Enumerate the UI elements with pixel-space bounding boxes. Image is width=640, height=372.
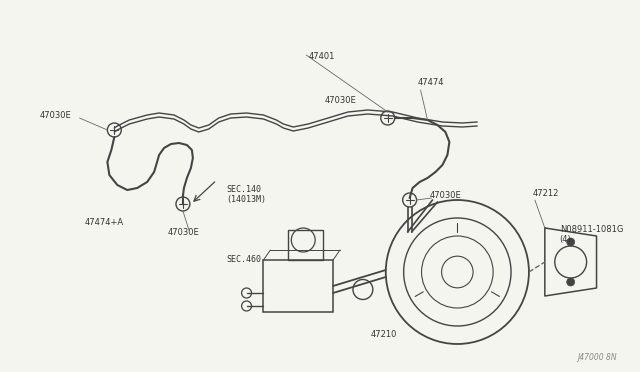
Text: 47474: 47474 <box>417 77 444 87</box>
Text: 47030E: 47030E <box>429 190 461 199</box>
Text: 47401: 47401 <box>308 52 335 61</box>
Circle shape <box>566 278 575 286</box>
Text: 47212: 47212 <box>533 189 559 198</box>
Text: SEC.460: SEC.460 <box>226 255 261 264</box>
Text: 47030E: 47030E <box>168 228 200 237</box>
Text: J47000 8N: J47000 8N <box>577 353 616 362</box>
Text: 47030E: 47030E <box>324 96 356 105</box>
Text: N08911-1081G
(4): N08911-1081G (4) <box>560 225 623 244</box>
Text: 47210: 47210 <box>371 330 397 339</box>
Text: 47030E: 47030E <box>40 110 72 119</box>
Text: SEC.140
(14013M): SEC.140 (14013M) <box>227 185 267 204</box>
Text: 47474+A: 47474+A <box>85 218 124 227</box>
Circle shape <box>566 238 575 246</box>
